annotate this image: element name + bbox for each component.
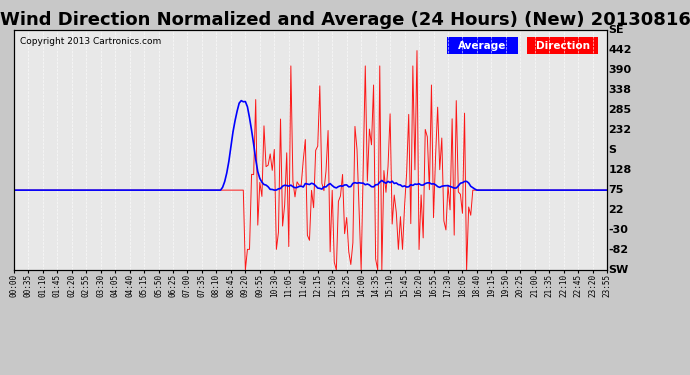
Text: Copyright 2013 Cartronics.com: Copyright 2013 Cartronics.com — [20, 37, 161, 46]
FancyBboxPatch shape — [447, 37, 518, 54]
Text: S: S — [609, 145, 616, 155]
FancyBboxPatch shape — [527, 37, 598, 54]
Text: 232: 232 — [609, 125, 631, 135]
Text: 22: 22 — [609, 206, 624, 215]
Text: Direction: Direction — [535, 40, 590, 51]
Text: 128: 128 — [609, 165, 631, 175]
Text: 338: 338 — [609, 85, 631, 94]
Text: -30: -30 — [609, 225, 629, 235]
Text: 442: 442 — [609, 45, 632, 55]
Text: -82: -82 — [609, 245, 629, 255]
Text: SW: SW — [609, 265, 629, 275]
Text: 390: 390 — [609, 65, 631, 75]
Text: 75: 75 — [609, 185, 624, 195]
Text: 285: 285 — [609, 105, 631, 115]
Text: SE: SE — [609, 25, 624, 35]
Text: Average: Average — [458, 40, 506, 51]
Text: Wind Direction Normalized and Average (24 Hours) (New) 20130816: Wind Direction Normalized and Average (2… — [0, 11, 690, 29]
